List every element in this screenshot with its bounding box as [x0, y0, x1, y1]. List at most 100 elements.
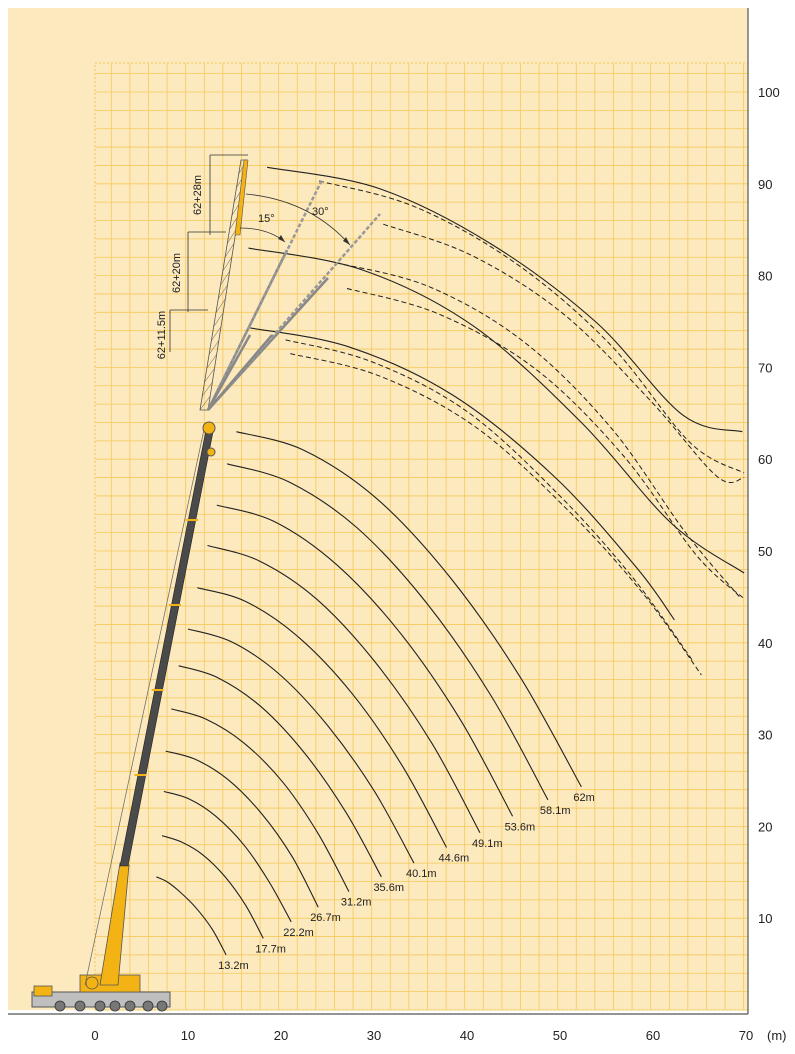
- angle-arrow-15deg: [278, 235, 285, 242]
- y-tick-label: 70: [758, 360, 772, 375]
- jib-offset-15deg-b: [206, 179, 324, 411]
- wheel: [156, 1000, 168, 1012]
- wheel: [109, 1000, 121, 1012]
- crane-drawing: [31, 154, 381, 1012]
- x-tick-label: 20: [274, 1028, 288, 1043]
- jib-lattice-brace: [222, 257, 233, 272]
- boom-curve-44_6m: [197, 587, 447, 848]
- y-tick-label: 20: [758, 819, 772, 834]
- x-tick-label: 70: [739, 1028, 753, 1043]
- chart-background-layer: [8, 8, 748, 1010]
- jib-lattice-brace: [211, 326, 222, 341]
- jib-curve-0deg: [266, 166, 743, 433]
- angle-arrow-30deg: [343, 237, 350, 245]
- boom-length-label: 49.1m: [472, 838, 503, 850]
- curves-layer: [156, 166, 745, 956]
- x-tick-label: 10: [181, 1028, 195, 1043]
- boom-length-label: 40.1m: [406, 868, 437, 880]
- wheel: [94, 1000, 106, 1012]
- grid-layer: [94, 62, 749, 1011]
- boom-length-label: 62m: [573, 792, 594, 804]
- y-tick-label: 40: [758, 636, 772, 651]
- jib-lattice-brace: [227, 229, 237, 244]
- jib-length-label: 62+28m: [192, 175, 204, 215]
- x-tick-label: 40: [460, 1028, 474, 1043]
- boom-length-label: 35.6m: [373, 882, 404, 894]
- boom-curve-31_2m: [171, 708, 350, 892]
- jib-length-label: 62+20m: [171, 253, 183, 293]
- jib-curve-0deg: [250, 327, 675, 621]
- jib-curve-15deg: [335, 262, 740, 598]
- jib-lattice-brace: [220, 270, 230, 286]
- jib-length-label: 62+11.5m: [156, 311, 168, 359]
- jib-curve-0deg: [248, 247, 745, 574]
- wheel: [74, 1000, 86, 1012]
- boom-length-label: 22.2m: [283, 927, 314, 939]
- boom-length-label: 26.7m: [310, 912, 341, 924]
- jib-lattice-brace: [224, 243, 235, 258]
- angle-label-15deg: 15°: [258, 213, 275, 225]
- boom-curve-62m: [236, 431, 582, 788]
- boom-curve-13_2m: [156, 876, 227, 956]
- jib-lattice-brace: [213, 312, 224, 327]
- boom-curve-40_1m: [187, 628, 415, 864]
- jib-curve-15deg: [285, 339, 694, 662]
- jib-offset-30deg-c: [207, 334, 273, 411]
- y-tick-label: 50: [758, 544, 772, 559]
- angle-label-30deg: 30°: [312, 206, 329, 218]
- jib-lattice-brace: [218, 284, 228, 300]
- boom-curve-26_7m: [165, 750, 319, 908]
- x-tick-label: 30: [367, 1028, 381, 1043]
- jib-lattice-brace: [199, 395, 211, 411]
- jib-lattice-brace: [208, 340, 220, 355]
- luffing-line: [84, 424, 206, 986]
- boom-length-label: 13.2m: [218, 960, 249, 972]
- boom-length-label: 58.1m: [540, 805, 571, 817]
- boom-curve-17_7m: [161, 835, 264, 939]
- boom-curve-53_6m: [216, 504, 514, 817]
- boom-curve-35_6m: [178, 665, 382, 878]
- boom-curve-49_1m: [207, 544, 481, 834]
- y-tick-label: 30: [758, 728, 772, 743]
- jib-tip: [234, 159, 249, 236]
- wheel: [54, 1000, 66, 1012]
- jib-curve-15deg: [318, 180, 745, 474]
- jib-lattice-brace: [206, 354, 217, 369]
- x-tick-label: 60: [646, 1028, 660, 1043]
- boom-head: [202, 421, 216, 435]
- wheel: [142, 1000, 154, 1012]
- boom-length-label: 17.7m: [255, 943, 286, 955]
- y-tick-label: 100: [758, 85, 780, 100]
- angle-arc-30deg: [245, 193, 351, 246]
- jib-curve-30deg: [346, 288, 745, 600]
- y-tick-label: 60: [758, 452, 772, 467]
- jib-lattice-brace: [215, 298, 226, 313]
- boom-length-label: 31.2m: [341, 897, 372, 909]
- labels-layer: 13.2m 17.7m 22.2m 26.7m31.2m35.6m40.1m44.6m…: [156, 175, 595, 972]
- boom-length-label: 53.6m: [505, 821, 536, 833]
- boom-base-section: [99, 862, 130, 986]
- jib-curve-30deg: [290, 353, 702, 676]
- cab: [33, 985, 53, 997]
- y-tick-label: 10: [758, 911, 772, 926]
- jib-curve-30deg: [383, 223, 745, 484]
- hook-block: [206, 447, 216, 457]
- x-tick-label: 0: [91, 1028, 98, 1043]
- boom-curve-58_1m: [226, 463, 549, 801]
- winch: [85, 976, 99, 990]
- x-tick-label: 50: [553, 1028, 567, 1043]
- plot-background: [8, 8, 748, 1010]
- wheel: [124, 1000, 136, 1012]
- y-tick-label: 90: [758, 177, 772, 192]
- boom-length-label: 44.6m: [439, 853, 470, 865]
- jib-lattice-brace: [202, 382, 213, 397]
- axis-layer: 0 10 20 30 40 50 60 70 (m) 10 20 30 40 50 60 70 80 90 100: [8, 8, 787, 1043]
- y-tick-label: 80: [758, 269, 772, 284]
- jib-offset-15deg-c: [206, 334, 252, 411]
- jib-offset-15deg-a: [206, 249, 289, 411]
- jib-lattice-brace: [204, 368, 215, 383]
- boom-curve-22_2m: [163, 790, 292, 923]
- x-axis-label: (m): [767, 1028, 787, 1043]
